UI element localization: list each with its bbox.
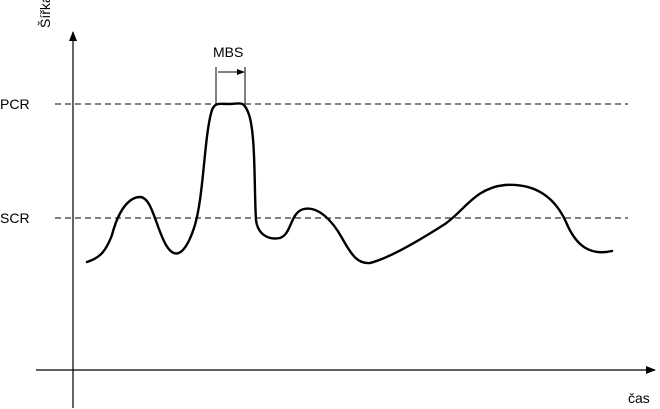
mbs-label: MBS xyxy=(213,44,243,60)
y-axis-label: Šířka pásma xyxy=(37,0,53,28)
scr-label: SCR xyxy=(0,210,30,226)
x-axis-label: čas xyxy=(628,390,650,406)
bandwidth-curve xyxy=(85,102,614,265)
pcr-label: PCR xyxy=(0,96,30,112)
